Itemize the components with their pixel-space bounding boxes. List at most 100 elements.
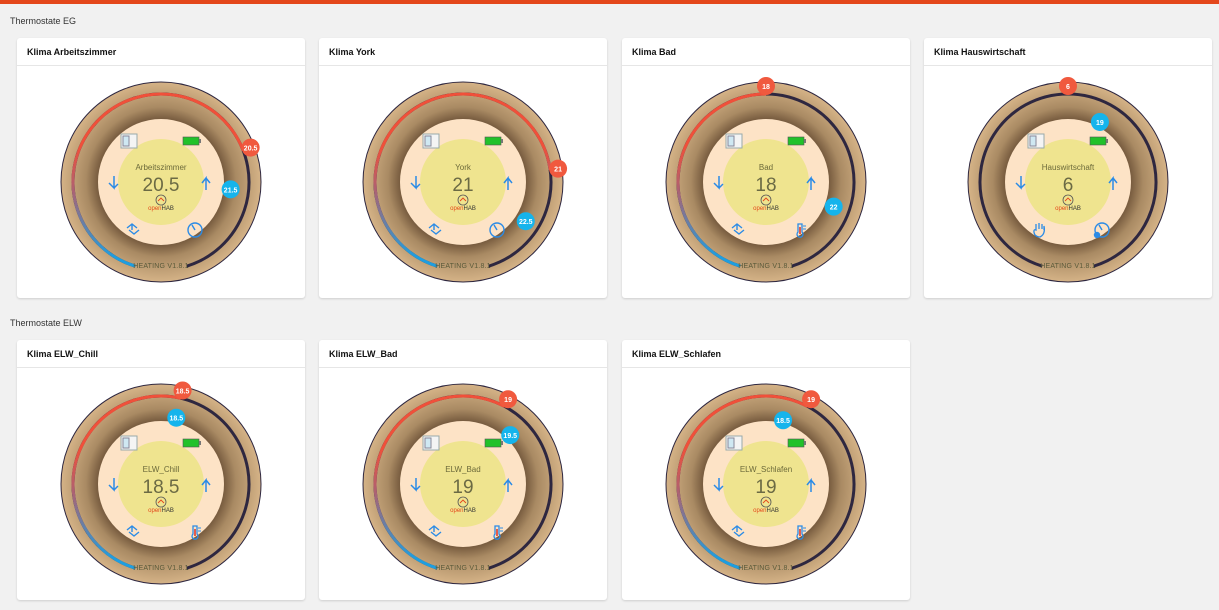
current-temp-marker[interactable]: 18 xyxy=(757,77,775,95)
heating-arc xyxy=(71,92,245,268)
setpoint-marker[interactable]: 22 xyxy=(824,197,843,216)
thermostat-card: Klima Hauswirtschaft xyxy=(924,38,1212,298)
thermostat-gauge[interactable]: openHAB 18 22 Bad 18 HEATING V1.8.1 xyxy=(665,77,867,283)
current-temp-marker[interactable]: 19 xyxy=(499,390,518,409)
room-name: ELW_Chill xyxy=(142,465,180,474)
heating-arc xyxy=(373,394,506,570)
gauge-icon xyxy=(489,222,505,238)
increase-arrow-icon[interactable] xyxy=(806,477,816,492)
thermostat-gauge[interactable]: openHAB 21 22.5 York 21 HEATING V1.8.1 xyxy=(362,81,568,283)
current-temp-label: 19 xyxy=(807,397,815,404)
temperature-display xyxy=(1025,139,1111,225)
thermometer-icon xyxy=(796,525,806,540)
version-label: HEATING V1.8.1 xyxy=(435,263,491,270)
current-temp-marker[interactable]: 19 xyxy=(802,390,821,409)
thermostat-card: Klima Bad xyxy=(622,38,910,298)
auto-cycle-icon[interactable] xyxy=(731,525,745,537)
window-contact-icon xyxy=(422,133,440,149)
current-temp-label: 20.5 xyxy=(244,146,258,153)
thermostat-gauge[interactable]: openHAB 20.5 21.5 Arbeitszimmer 20.5 HEA… xyxy=(60,81,262,283)
version-label: HEATING V1.8.1 xyxy=(1040,263,1096,270)
current-temp-marker[interactable]: 20.5 xyxy=(241,138,260,157)
room-name: Bad xyxy=(758,163,774,172)
gauge-icon xyxy=(187,222,203,238)
openhab-logo: openHAB xyxy=(450,194,476,212)
section-title: Thermostate ELW xyxy=(10,318,82,328)
setpoint-label: 19.5 xyxy=(503,433,517,440)
current-temp-label: 19 xyxy=(504,397,512,404)
increase-arrow-icon[interactable] xyxy=(806,175,816,190)
thermostat-card: Klima ELW_Bad xyxy=(319,340,607,600)
decrease-arrow-icon[interactable] xyxy=(410,176,421,190)
decrease-arrow-icon[interactable] xyxy=(713,176,724,190)
svg-text:openHAB: openHAB xyxy=(753,206,779,212)
thermostat-gauge[interactable]: openHAB 18.5 18.5 ELW_Chill 18.5 HEATING… xyxy=(60,381,262,585)
temperature-value: 19 xyxy=(755,477,777,498)
setpoint-marker[interactable]: 19.5 xyxy=(501,426,520,445)
auto-cycle-icon[interactable] xyxy=(126,223,140,235)
thermostat-gauge[interactable]: openHAB 6 19 Hauswirtschaft 6 HEATING V1… xyxy=(967,77,1169,283)
current-temp-label: 18 xyxy=(762,84,770,91)
auto-cycle-icon[interactable] xyxy=(731,223,745,235)
window-contact-icon xyxy=(1027,133,1045,149)
auto-cycle-icon[interactable] xyxy=(126,525,140,537)
decrease-arrow-icon[interactable] xyxy=(1015,176,1026,190)
setpoint-marker[interactable]: 18.5 xyxy=(167,408,186,427)
room-name: ELW_Schlafen xyxy=(739,465,793,474)
window-contact-icon xyxy=(725,133,743,149)
temperature-display xyxy=(118,139,204,225)
heating-arc xyxy=(373,92,552,268)
openhab-logo: openHAB xyxy=(148,194,174,212)
card-title: Klima York xyxy=(319,38,607,66)
card-title: Klima ELW_Chill xyxy=(17,340,305,368)
hand-icon[interactable] xyxy=(1033,223,1046,238)
current-temp-marker[interactable]: 6 xyxy=(1059,77,1077,95)
thermostat-gauge[interactable]: openHAB 19 19.5 ELW_Bad 19 HEATING V1.8.… xyxy=(362,383,564,585)
auto-cycle-icon[interactable] xyxy=(428,525,442,537)
decrease-arrow-icon[interactable] xyxy=(108,176,119,190)
thermostat-gauge[interactable]: openHAB 19 18.5 ELW_Schlafen 19 HEATING … xyxy=(665,383,867,585)
thermometer-icon xyxy=(191,525,201,540)
version-label: HEATING V1.8.1 xyxy=(133,263,189,270)
increase-arrow-icon[interactable] xyxy=(201,477,211,492)
increase-arrow-icon[interactable] xyxy=(201,175,211,190)
heating-arc xyxy=(676,394,809,570)
room-name: Hauswirtschaft xyxy=(1041,163,1095,172)
setpoint-label: 21.5 xyxy=(224,187,238,194)
battery-icon xyxy=(484,438,503,448)
temperature-display xyxy=(420,441,506,527)
temperature-value: 19 xyxy=(452,477,474,498)
temperature-value: 18.5 xyxy=(142,477,180,498)
temperature-display xyxy=(723,139,809,225)
thermostat-card: Klima Arbeitszimmer xyxy=(17,38,305,298)
temperature-display xyxy=(118,441,204,527)
thermometer-icon xyxy=(493,525,503,540)
increase-arrow-icon[interactable] xyxy=(1108,175,1118,190)
current-temp-marker[interactable]: 18.5 xyxy=(173,381,192,400)
card-title: Klima Arbeitszimmer xyxy=(17,38,305,66)
increase-arrow-icon[interactable] xyxy=(503,175,513,190)
decrease-arrow-icon[interactable] xyxy=(108,478,119,492)
setpoint-marker[interactable]: 21.5 xyxy=(221,180,240,199)
setpoint-marker[interactable]: 22.5 xyxy=(516,212,535,231)
window-contact-icon xyxy=(422,435,440,451)
temperature-display xyxy=(723,441,809,527)
temperature-value: 18 xyxy=(755,175,777,196)
setpoint-marker[interactable]: 18.5 xyxy=(774,411,793,430)
card-title: Klima ELW_Bad xyxy=(319,340,607,368)
decrease-arrow-icon[interactable] xyxy=(713,478,724,492)
svg-text:openHAB: openHAB xyxy=(148,206,174,212)
heating-arc xyxy=(71,394,182,570)
svg-text:openHAB: openHAB xyxy=(450,508,476,514)
decrease-arrow-icon[interactable] xyxy=(410,478,421,492)
setpoint-marker[interactable]: 19 xyxy=(1090,112,1109,131)
current-temp-label: 21 xyxy=(554,167,562,174)
card-title: Klima Hauswirtschaft xyxy=(924,38,1212,66)
battery-icon xyxy=(484,136,503,146)
top-accent-bar xyxy=(0,0,1219,4)
temperature-value: 21 xyxy=(452,175,474,196)
auto-cycle-icon[interactable] xyxy=(428,223,442,235)
increase-arrow-icon[interactable] xyxy=(503,477,513,492)
current-temp-marker[interactable]: 21 xyxy=(549,159,568,178)
card-title: Klima ELW_Schlafen xyxy=(622,340,910,368)
